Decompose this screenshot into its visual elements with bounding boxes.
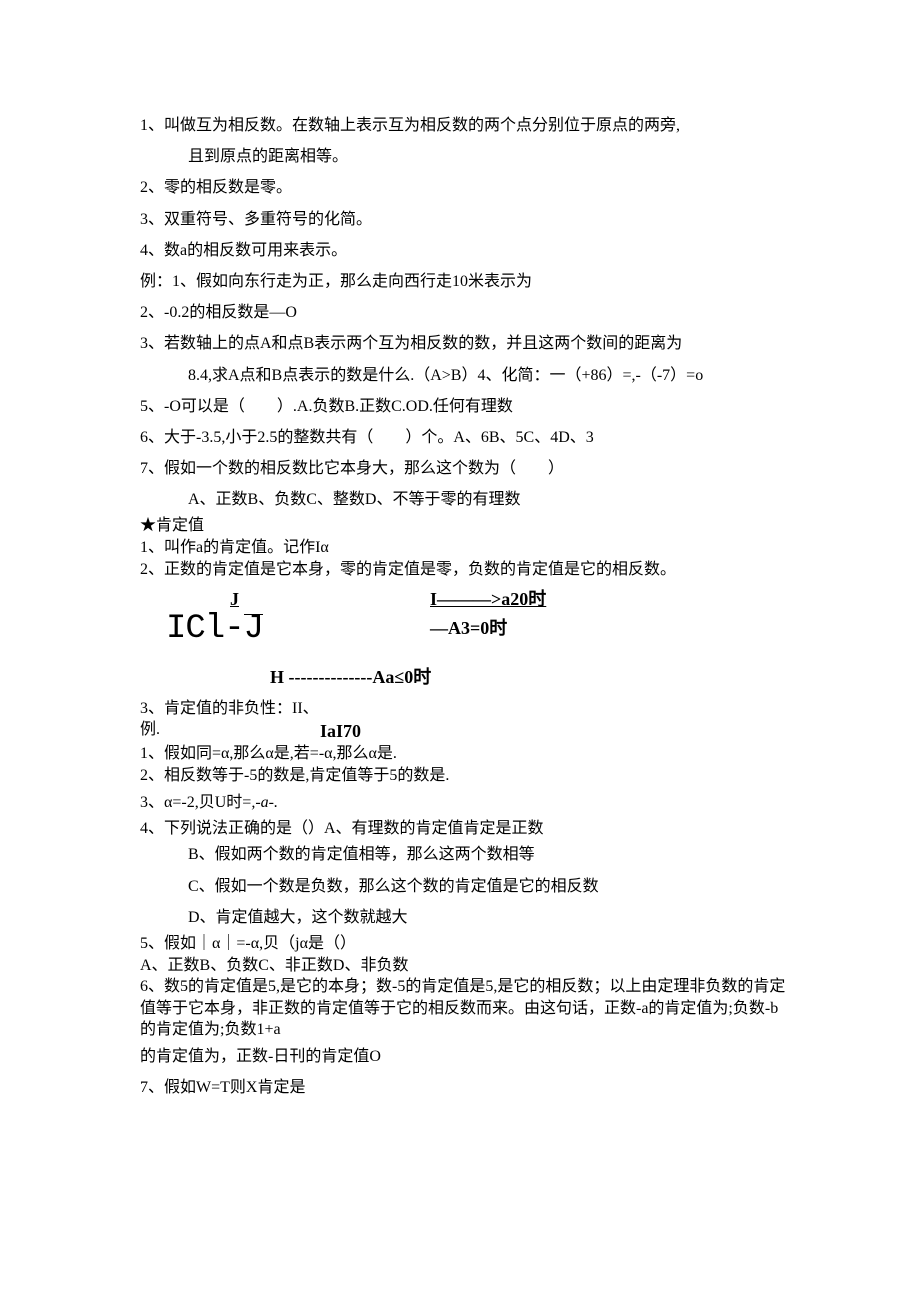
para-4: 4、数a的相反数可用来表示。: [140, 235, 790, 266]
q3-a: 3、α=-2,贝U时=: [140, 794, 251, 811]
para-1: 1、叫做互为相反数。在数轴上表示互为相反数的两个点分别位于原点的两旁,: [140, 110, 790, 141]
formula-j-macron: J: [244, 612, 263, 646]
document-page: 1、叫做互为相反数。在数轴上表示互为相反数的两个点分别位于原点的两旁, 且到原点…: [0, 0, 920, 1301]
q6: 6、数5的肯定值是5,是它的本身；数-5的肯定值是5,是它的相反数；以上由定理非…: [140, 976, 790, 1041]
para-1-cont: 且到原点的距离相等。: [140, 141, 790, 172]
formula-block: J ____ I———>a20时 ICl-J —A3=0时 H --------…: [140, 582, 790, 695]
example-value: IaI70: [320, 719, 361, 743]
q3: 3、α=-2,贝U时=,-a-.: [140, 787, 790, 818]
q2: 2、相反数等于-5的数是,肯定值等于5的数是.: [140, 765, 790, 787]
formula-r2-right: —A3=0时: [430, 611, 507, 646]
formula-row-2: ICl-J —A3=0时: [140, 611, 790, 646]
para-13: 3、肯定值的非负性：II、: [140, 698, 790, 720]
para-11: 1、叫作a的肯定值。记作Iα: [140, 537, 790, 559]
formula-r1-right: I———>a20时: [430, 589, 546, 609]
formula-icl-text: ICl-: [166, 610, 244, 648]
formula-icl: ICl-J: [140, 612, 430, 646]
para-8: 5、-O可以是（ ）.A.负数B.正数C.OD.任何有理数: [140, 391, 790, 422]
para-7-cont: 8.4,求A点和B点表示的数是什么.（A>B）4、化简：一（+86）=,-（-7…: [140, 360, 790, 391]
example-row: 例. IaI70: [140, 719, 790, 743]
formula-row-3: H --------------Aa≤0时: [140, 660, 790, 695]
q4c: C、假如一个数是负数，那么这个数的肯定值是它的相反数: [140, 871, 790, 902]
q3-b: ,-a-.: [251, 794, 278, 811]
para-5: 例：1、假如向东行走为正，那么走向西行走10米表示为: [140, 266, 790, 297]
para-2: 2、零的相反数是零。: [140, 172, 790, 203]
example-label: 例.: [140, 719, 320, 743]
q7: 7、假如W=T则X肯定是: [140, 1072, 790, 1103]
q6b: 的肯定值为，正数-日刊的肯定值O: [140, 1041, 790, 1072]
q5: 5、假如｜α｜=-α,贝（jα是（）: [140, 933, 790, 955]
para-7: 3、若数轴上的点A和点B表示两个互为相反数的数，并且这两个数间的距离为: [140, 328, 790, 359]
formula-j-underline: J: [230, 589, 239, 609]
q5b: A、正数B、负数C、非正数D、非负数: [140, 955, 790, 977]
para-9: 6、大于-3.5,小于2.5的整数共有（ ）个。A、6B、5C、4D、3: [140, 422, 790, 453]
q4d: D、肯定值越大，这个数就越大: [140, 902, 790, 933]
para-10: 7、假如一个数的相反数比它本身大，那么这个数为（ ）: [140, 453, 790, 484]
para-12: 2、正数的肯定值是它本身，零的肯定值是零，负数的肯定值是它的相反数。: [140, 559, 790, 581]
q4: 4、下列说法正确的是（）A、有理数的肯定值肯定是正数: [140, 818, 790, 840]
q1: 1、假如同=α,那么α是,若=-α,那么α是.: [140, 743, 790, 765]
para-3: 3、双重符号、多重符号的化简。: [140, 204, 790, 235]
heading-absvalue: ★肯定值: [140, 515, 790, 537]
q4b: B、假如两个数的肯定值相等，那么这两个数相等: [140, 839, 790, 870]
para-6: 2、-0.2的相反数是—O: [140, 297, 790, 328]
para-10-cont: A、正数B、负数C、整数D、不等于零的有理数: [140, 484, 790, 515]
